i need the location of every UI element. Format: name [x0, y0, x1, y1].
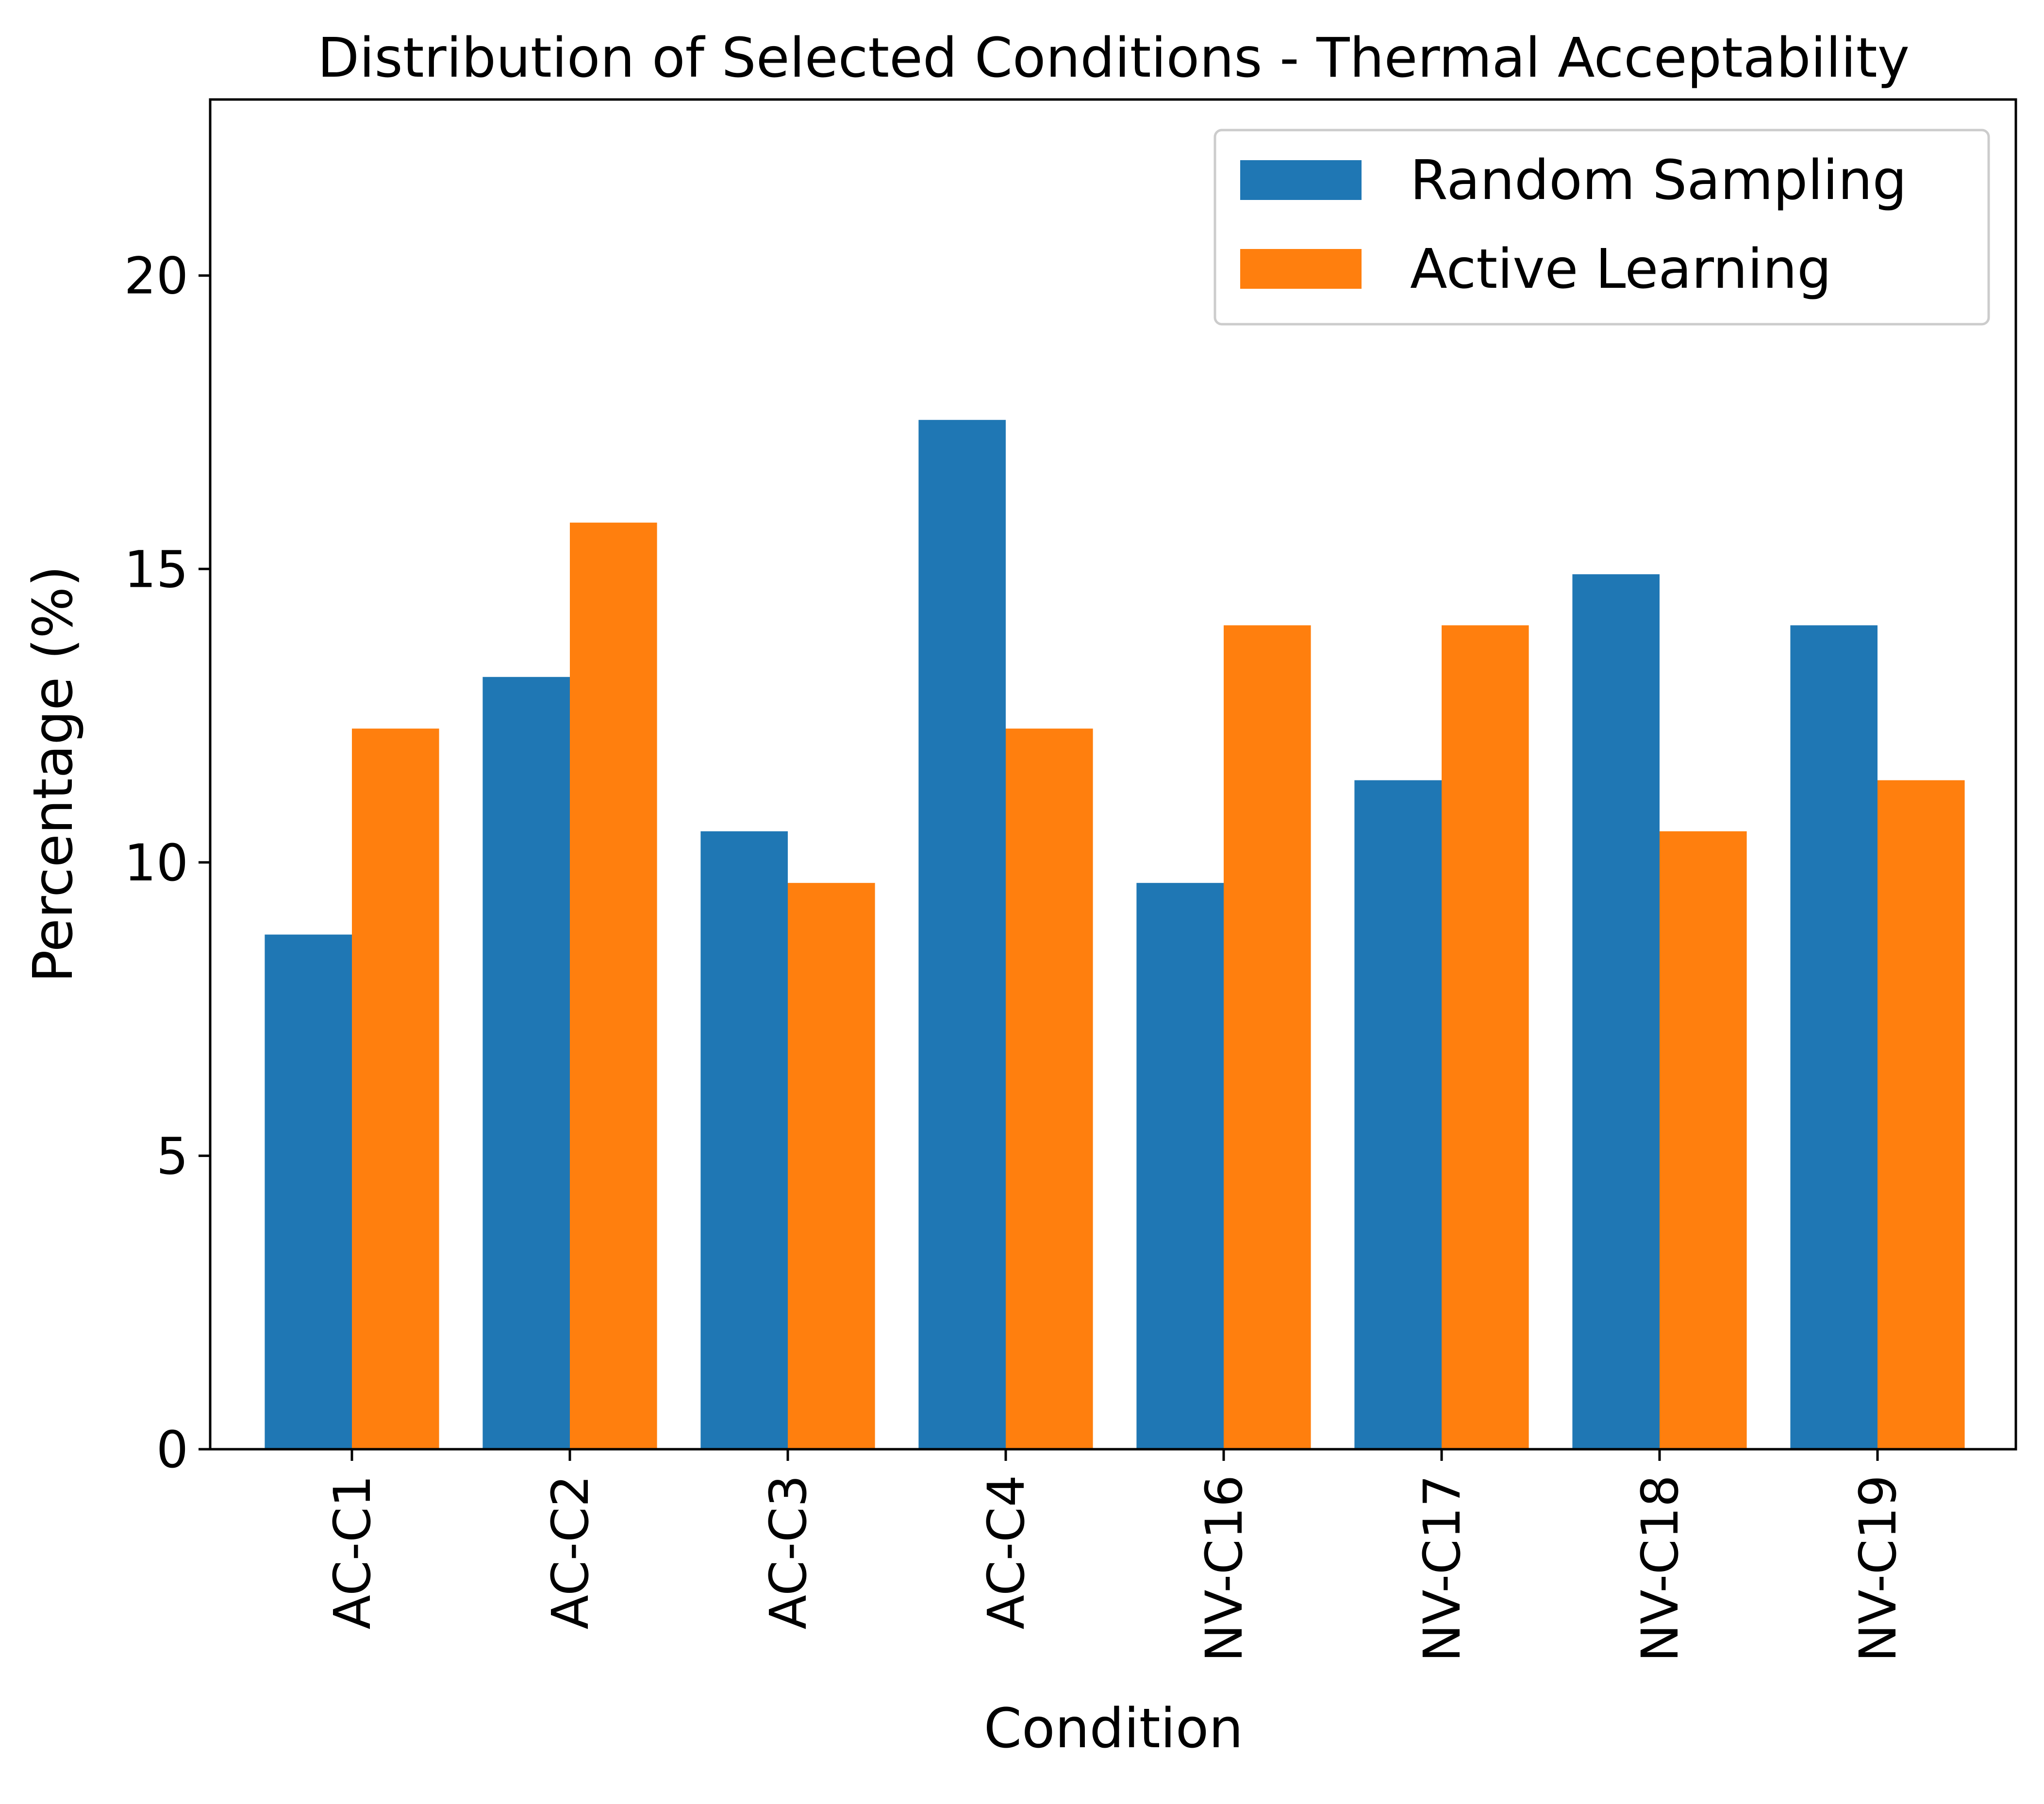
chart-title: Distribution of Selected Conditions - Th…: [317, 27, 1910, 90]
bar-random-sampling-nv-c16: [1136, 883, 1224, 1449]
x-tick-label-ac-c1: AC-C1: [323, 1475, 382, 1629]
bar-active-learning-ac-c1: [352, 728, 439, 1449]
x-tick-label-ac-c2: AC-C2: [541, 1475, 600, 1629]
bar-active-learning-ac-c2: [570, 522, 657, 1449]
x-tick-label-ac-c4: AC-C4: [977, 1475, 1036, 1629]
y-tick-label-0: 0: [156, 1420, 188, 1479]
bar-random-sampling-ac-c2: [482, 677, 570, 1449]
x-tick-label-nv-c16: NV-C16: [1195, 1475, 1254, 1662]
bar-active-learning-ac-c4: [1006, 728, 1093, 1449]
y-tick-label-5: 5: [156, 1126, 188, 1186]
bars-layer: [265, 420, 1965, 1449]
x-tick-label-nv-c17: NV-C17: [1413, 1475, 1472, 1662]
legend-box: [1213, 129, 1990, 326]
x-tick-label-ac-c3: AC-C3: [759, 1475, 818, 1629]
bar-active-learning-nv-c16: [1224, 625, 1311, 1449]
bar-active-learning-nv-c19: [1878, 780, 1965, 1449]
bar-active-learning-ac-c3: [788, 883, 875, 1449]
bar-random-sampling-nv-c17: [1354, 780, 1442, 1449]
x-tick-label-nv-c19: NV-C19: [1848, 1475, 1908, 1662]
bar-random-sampling-nv-c19: [1790, 625, 1878, 1449]
y-tick-label-20: 20: [124, 247, 188, 306]
legend-swatch-random-sampling: [1240, 160, 1362, 200]
bar-active-learning-nv-c17: [1442, 625, 1529, 1449]
legend: Random Sampling Active Learning: [1213, 129, 1990, 326]
y-tick-label-10: 10: [124, 833, 188, 893]
y-tick-label-15: 15: [124, 540, 188, 599]
plot-frame: [209, 98, 2017, 1451]
x-tick-label-nv-c18: NV-C18: [1630, 1475, 1690, 1662]
legend-label-random-sampling: Random Sampling: [1410, 149, 1907, 212]
y-axis: 0 5 10 15 20: [124, 247, 210, 1479]
bar-random-sampling-ac-c3: [700, 831, 788, 1449]
bar-random-sampling-nv-c18: [1572, 574, 1660, 1449]
x-axis: AC-C1 AC-C2 AC-C3 AC-C4 NV-C16 NV-C17 NV-C18 NV…: [323, 1449, 1908, 1662]
y-axis-label: Percentage (%): [22, 565, 85, 982]
x-axis-label: Condition: [984, 1697, 1243, 1760]
bar-active-learning-nv-c18: [1660, 831, 1747, 1449]
legend-label-active-learning: Active Learning: [1410, 238, 1831, 301]
legend-swatch-active-learning: [1240, 249, 1362, 289]
bar-random-sampling-ac-c1: [265, 934, 352, 1449]
bar-random-sampling-ac-c4: [918, 420, 1006, 1449]
